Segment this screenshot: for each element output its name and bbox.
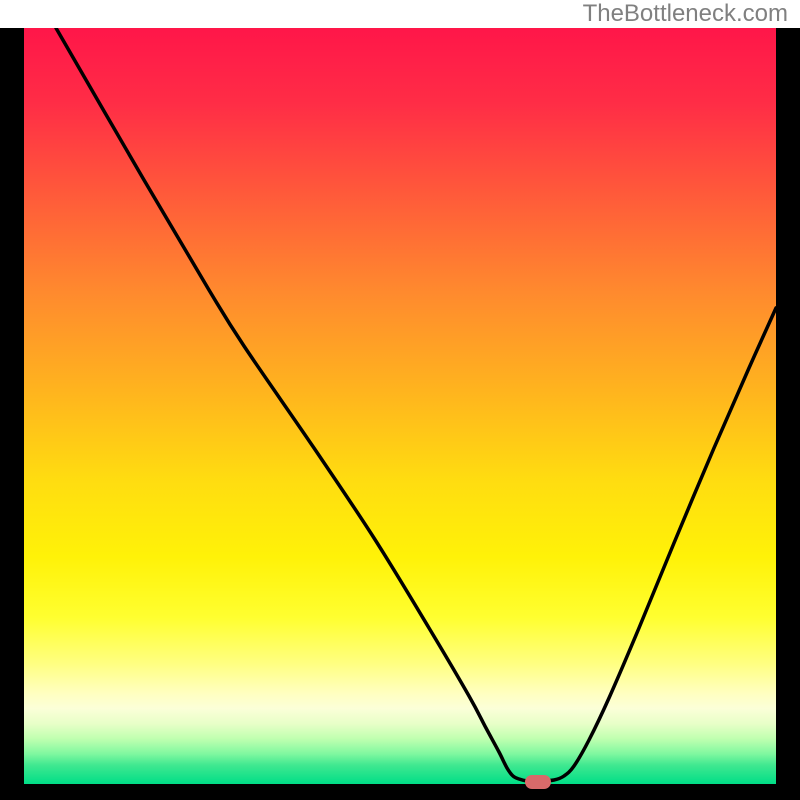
optimal-marker [525, 775, 551, 789]
watermark-text: TheBottleneck.com [583, 0, 788, 28]
plot-gradient-background [24, 28, 776, 784]
chart-container: TheBottleneck.com [0, 0, 800, 800]
gradient-fill [24, 28, 776, 784]
